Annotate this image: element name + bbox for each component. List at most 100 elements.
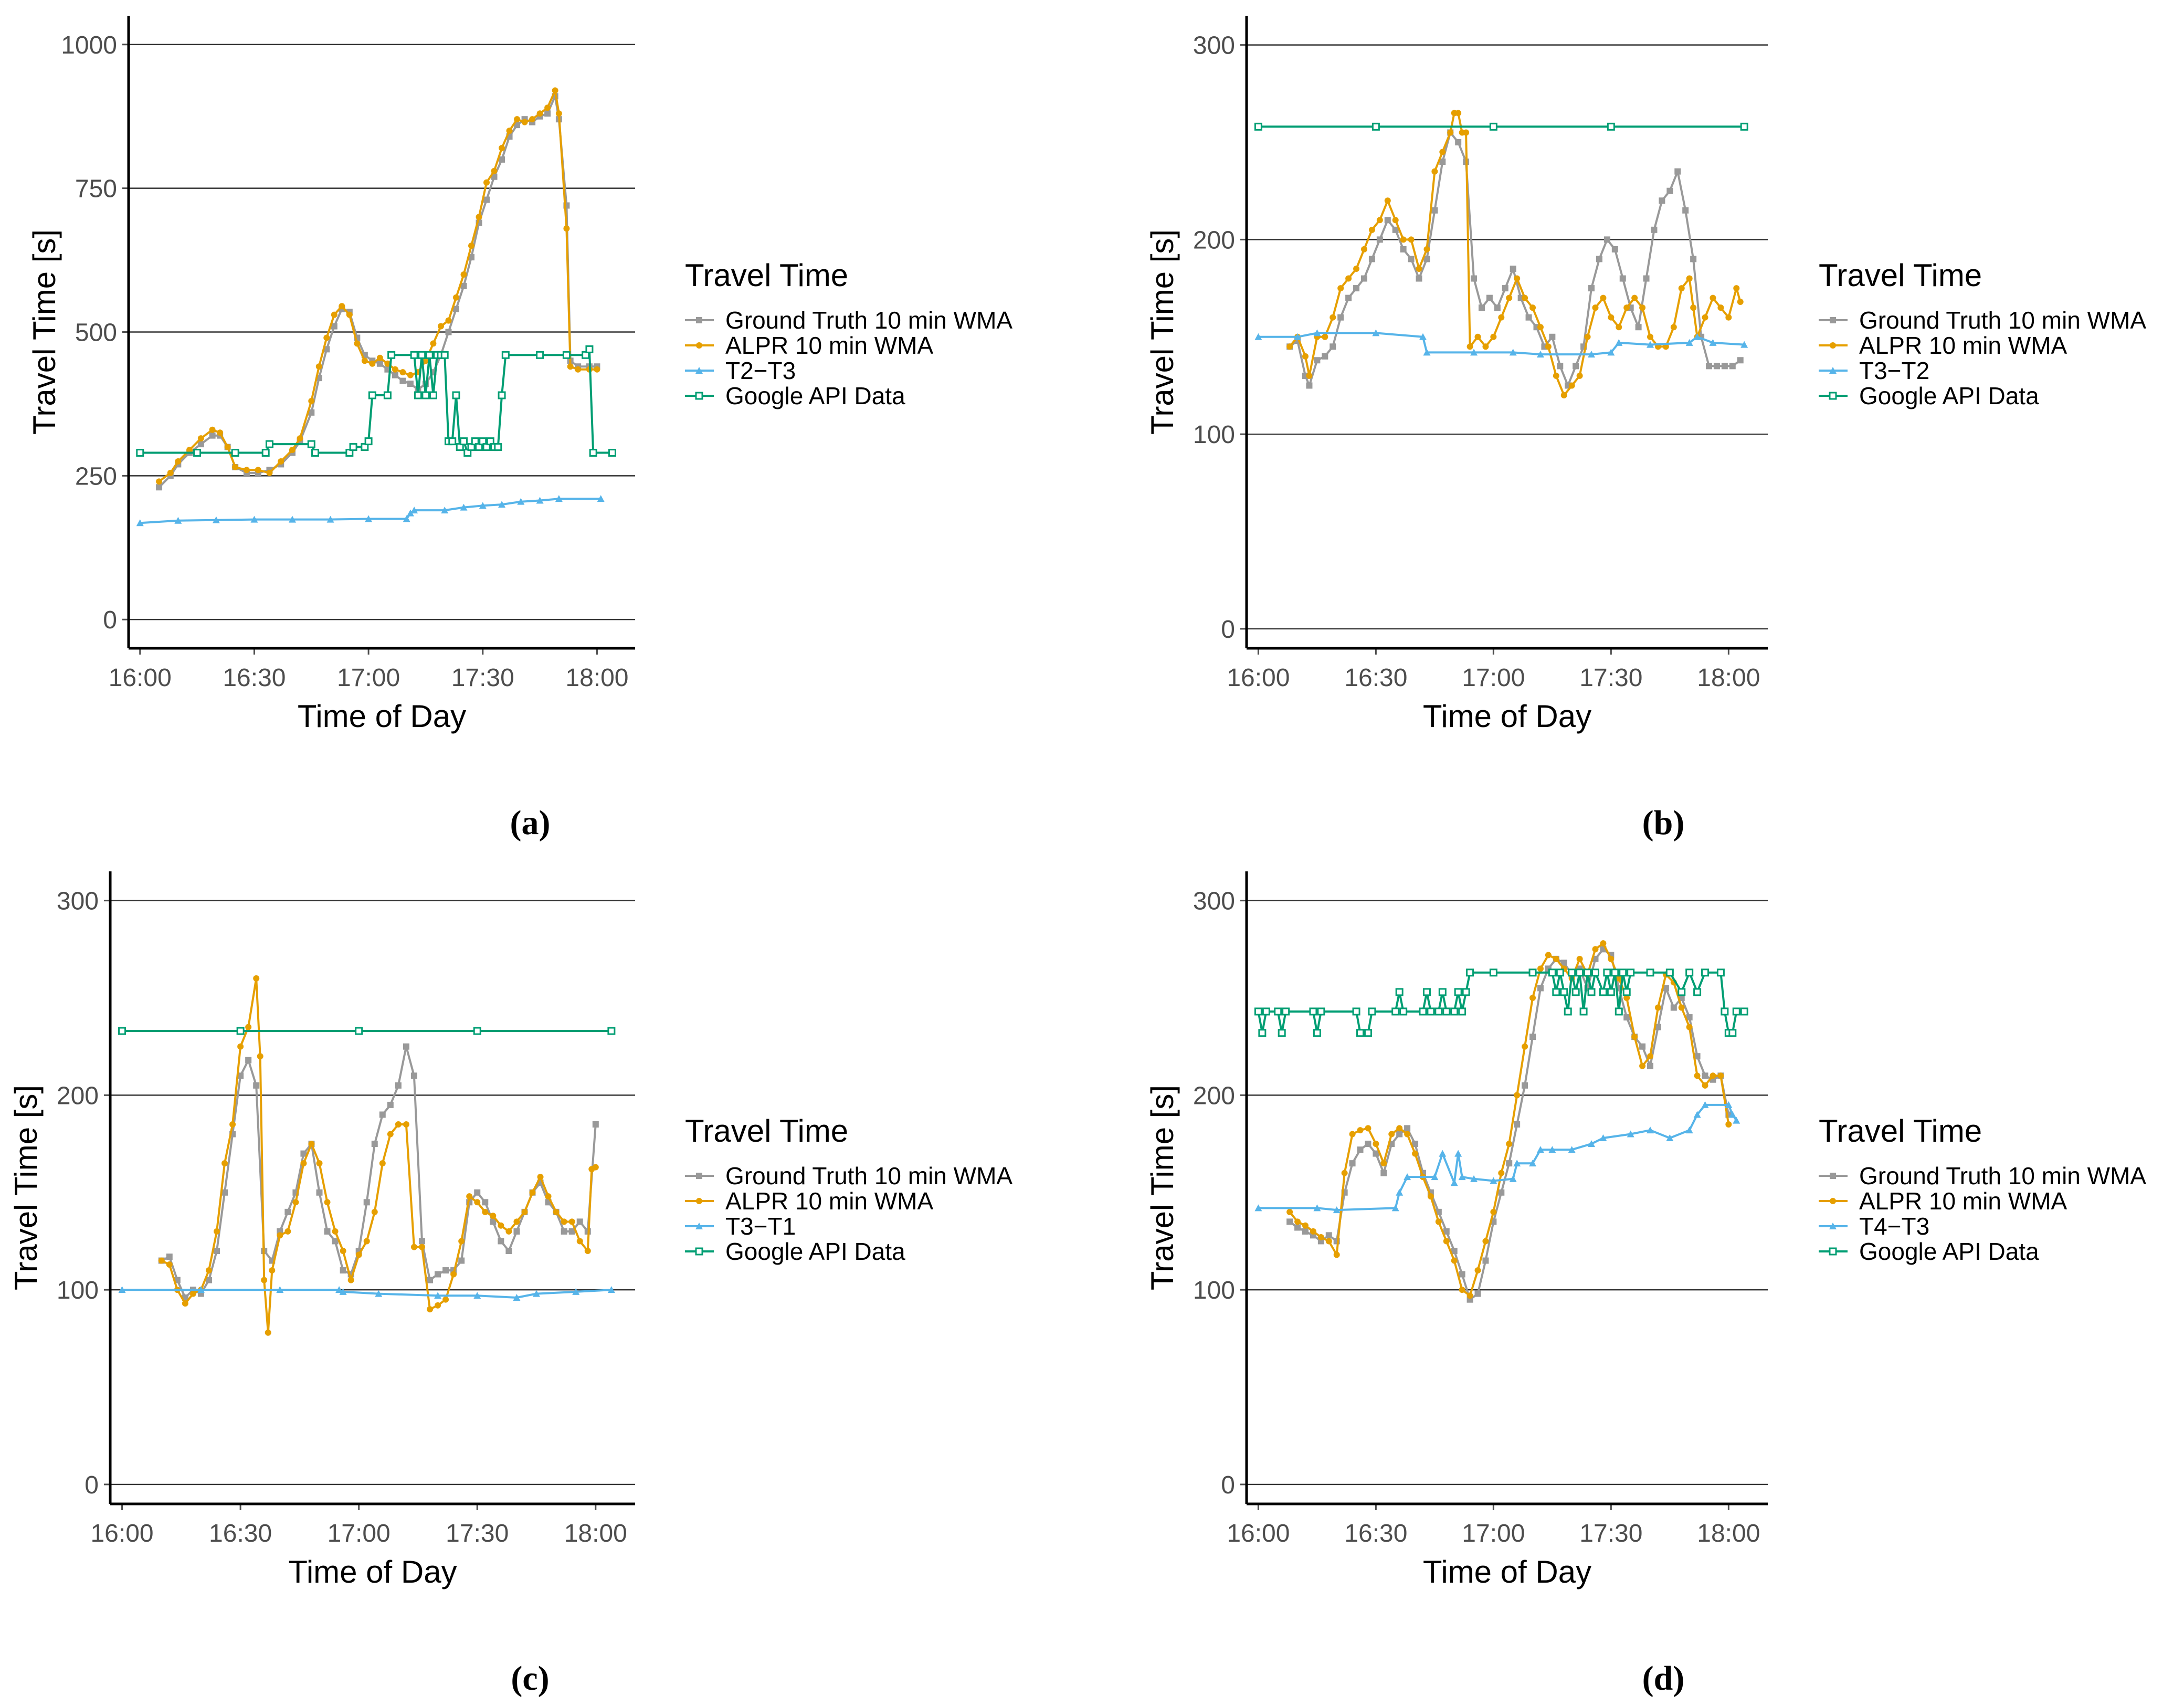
chart-c-point-ground_truth bbox=[498, 1238, 504, 1245]
chart-b-point-route bbox=[1419, 333, 1427, 340]
chart-b-point-alpr bbox=[1710, 294, 1716, 301]
chart-d-point-alpr bbox=[1702, 1082, 1708, 1089]
chart-b-xtick-label: 16:30 bbox=[1344, 664, 1407, 692]
chart-b-point-route bbox=[1709, 339, 1717, 346]
chart-a-point-google bbox=[349, 443, 357, 451]
chart-c-point-alpr bbox=[592, 1164, 599, 1171]
chart-a-xtick-label: 16:30 bbox=[223, 664, 286, 692]
chart-d-point-alpr bbox=[1466, 1292, 1473, 1299]
chart-b-point-alpr bbox=[1522, 294, 1528, 301]
chart-d-point-google bbox=[1282, 1007, 1290, 1016]
chart-a-series-route bbox=[136, 495, 605, 526]
chart-a-point-alpr bbox=[346, 311, 353, 318]
chart-d-point-google bbox=[1364, 1029, 1372, 1037]
chart-b-point-ground_truth bbox=[1376, 236, 1383, 243]
chart-d-point-ground_truth bbox=[1702, 1072, 1708, 1079]
chart-a-point-ground_truth bbox=[376, 360, 383, 367]
chart-d-point-ground_truth bbox=[1662, 985, 1669, 992]
chart-a-point-google bbox=[448, 437, 457, 446]
chart-d-point-ground_truth bbox=[1373, 1150, 1379, 1157]
chart-d-point-google bbox=[1693, 988, 1702, 996]
chart-a-point-alpr bbox=[392, 366, 398, 373]
chart-c-point-alpr bbox=[355, 1251, 362, 1258]
chart-c-ylabel: Travel Time [s] bbox=[8, 1085, 44, 1290]
chart-c-point-route bbox=[434, 1292, 442, 1299]
chart-b-point-alpr bbox=[1647, 333, 1654, 340]
chart-b-point-ground_truth bbox=[1651, 226, 1658, 233]
chart-b-legend-marker-ground_truth bbox=[1830, 317, 1836, 323]
chart-a-point-alpr bbox=[331, 311, 337, 318]
chart-b-ytick-label: 200 bbox=[1193, 226, 1235, 254]
chart-c-point-alpr bbox=[379, 1160, 386, 1167]
chart-d-point-alpr bbox=[1522, 1043, 1528, 1050]
chart-c-xtick-label: 17:30 bbox=[446, 1520, 509, 1547]
chart-a-line-ground_truth bbox=[158, 95, 597, 488]
chart-d-point-google bbox=[1434, 1007, 1443, 1016]
chart-b-point-ground_truth bbox=[1314, 357, 1321, 364]
chart-c-point-alpr bbox=[545, 1193, 552, 1200]
chart-d-point-route bbox=[1725, 1101, 1733, 1108]
chart-d-point-google bbox=[1422, 988, 1431, 996]
chart-c-xlabel: Time of Day bbox=[288, 1554, 457, 1589]
chart-a-point-alpr bbox=[452, 294, 459, 301]
chart-b-point-alpr bbox=[1529, 304, 1536, 311]
chart-d-point-route bbox=[1470, 1175, 1478, 1182]
chart-d-point-alpr bbox=[1623, 995, 1630, 1001]
chart-b-point-ground_truth bbox=[1416, 275, 1422, 282]
chart-d-point-google bbox=[1627, 968, 1635, 977]
chart-d-point-alpr bbox=[1357, 1127, 1364, 1134]
chart-c-point-ground_truth bbox=[340, 1267, 346, 1274]
chart-b-point-ground_truth bbox=[1431, 207, 1438, 214]
chart-a-xlabel: Time of Day bbox=[298, 699, 466, 734]
chart-d-point-google bbox=[1462, 988, 1470, 996]
chart-d-point-ground_truth bbox=[1623, 1014, 1630, 1021]
chart-d-series-route bbox=[1254, 1101, 1740, 1214]
chart-c-point-alpr bbox=[498, 1222, 504, 1229]
chart-a-point-google bbox=[231, 449, 239, 457]
chart-d-point-google bbox=[1368, 1007, 1376, 1016]
chart-d-point-ground_truth bbox=[1529, 1034, 1536, 1040]
chart-d-point-google bbox=[1313, 1029, 1321, 1037]
chart-d-point-alpr bbox=[1490, 1208, 1497, 1215]
chart-a-point-alpr bbox=[376, 354, 383, 361]
chart-c-point-alpr bbox=[269, 1267, 276, 1274]
chart-b-point-ground_truth bbox=[1666, 187, 1673, 194]
chart-d-point-ground_truth bbox=[1404, 1125, 1411, 1132]
chart-d-point-alpr bbox=[1310, 1228, 1316, 1235]
chart-c-point-ground_truth bbox=[474, 1189, 481, 1196]
chart-b-point-alpr bbox=[1431, 168, 1438, 175]
chart-d-point-route bbox=[1313, 1204, 1321, 1212]
chart-b-point-ground_truth bbox=[1368, 256, 1375, 262]
chart-d-legend-marker-route bbox=[1829, 1223, 1837, 1229]
chart-d-xtick-label: 16:30 bbox=[1344, 1520, 1407, 1547]
chart-b-point-alpr bbox=[1537, 324, 1544, 331]
chart-a-line-alpr bbox=[158, 89, 597, 482]
chart-a-ytick-label: 750 bbox=[75, 175, 117, 203]
chart-a-ytick-label: 0 bbox=[103, 606, 117, 634]
chart-a-point-alpr bbox=[175, 458, 182, 465]
chart-a-point-route bbox=[136, 519, 144, 526]
chart-d-point-alpr bbox=[1506, 1141, 1513, 1147]
chart-d-point-google bbox=[1442, 1007, 1451, 1016]
chart-c-point-alpr bbox=[450, 1271, 457, 1278]
chart-a-legend-title: Travel Time bbox=[685, 258, 848, 293]
chart-d-point-alpr bbox=[1474, 1267, 1481, 1274]
chart-c-point-ground_truth bbox=[332, 1238, 339, 1245]
chart-d-point-google bbox=[1399, 1007, 1408, 1016]
chart-b-legend-label-google: Google API Data bbox=[1859, 382, 2039, 409]
chart-a-point-alpr bbox=[308, 397, 315, 404]
chart-b-point-ground_truth bbox=[1408, 256, 1415, 262]
chart-d-point-google bbox=[1548, 968, 1556, 977]
chart-d-point-alpr bbox=[1717, 1072, 1724, 1079]
chart-c-point-route bbox=[513, 1293, 521, 1301]
chart-a-point-alpr bbox=[266, 469, 273, 476]
chart-d-legend-label-google: Google API Data bbox=[1859, 1238, 2039, 1265]
chart-b-point-alpr bbox=[1353, 266, 1360, 272]
chart-d-point-google bbox=[1740, 1007, 1748, 1016]
chart-b-xlabel: Time of Day bbox=[1423, 699, 1591, 734]
chart-a-point-alpr bbox=[476, 214, 482, 220]
chart-b-legend-label-ground_truth: Ground Truth 10 min WMA bbox=[1859, 307, 2146, 334]
chart-c-point-alpr bbox=[292, 1199, 299, 1206]
